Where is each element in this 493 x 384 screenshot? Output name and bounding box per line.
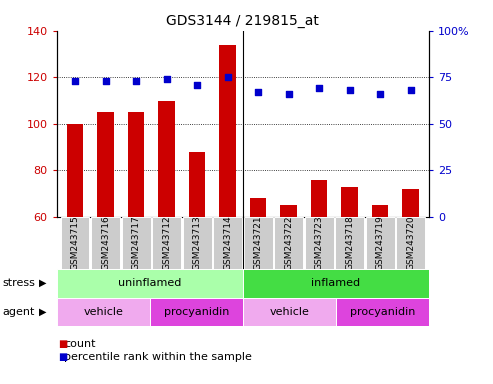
Text: uninflamed: uninflamed xyxy=(118,278,181,288)
Bar xyxy=(57,298,150,326)
Bar xyxy=(61,217,90,269)
Text: GSM243717: GSM243717 xyxy=(132,215,141,270)
Text: ■: ■ xyxy=(58,352,67,362)
Text: percentile rank within the sample: percentile rank within the sample xyxy=(64,352,252,362)
Bar xyxy=(311,180,327,357)
Text: inflamed: inflamed xyxy=(311,278,360,288)
Point xyxy=(102,78,109,84)
Bar xyxy=(280,205,297,357)
Text: vehicle: vehicle xyxy=(269,307,309,317)
Bar xyxy=(213,217,242,269)
Text: agent: agent xyxy=(2,307,35,317)
Point xyxy=(163,76,171,82)
Text: count: count xyxy=(64,339,96,349)
Bar xyxy=(57,269,243,298)
Bar xyxy=(335,217,364,269)
Text: GSM243716: GSM243716 xyxy=(101,215,110,270)
Text: GSM243718: GSM243718 xyxy=(345,215,354,270)
Point xyxy=(315,85,323,91)
Bar xyxy=(305,217,334,269)
Bar xyxy=(152,217,181,269)
Bar xyxy=(97,112,114,357)
Title: GDS3144 / 219815_at: GDS3144 / 219815_at xyxy=(166,14,319,28)
Bar xyxy=(341,187,358,357)
Bar xyxy=(243,269,429,298)
Text: GSM243712: GSM243712 xyxy=(162,215,171,270)
Text: GSM243715: GSM243715 xyxy=(70,215,79,270)
Point xyxy=(407,87,415,93)
Text: procyanidin: procyanidin xyxy=(350,307,415,317)
Bar xyxy=(158,101,175,357)
Text: GSM243719: GSM243719 xyxy=(376,215,385,270)
Text: ▶: ▶ xyxy=(39,278,47,288)
Bar xyxy=(182,217,211,269)
Bar xyxy=(189,152,206,357)
Point xyxy=(346,87,353,93)
Bar xyxy=(402,189,419,357)
Bar xyxy=(372,205,388,357)
Point xyxy=(132,78,140,84)
Text: GSM243714: GSM243714 xyxy=(223,215,232,270)
Bar xyxy=(366,217,394,269)
Point xyxy=(376,91,384,97)
Point xyxy=(224,74,232,80)
Bar xyxy=(150,298,243,326)
Text: stress: stress xyxy=(2,278,35,288)
Text: ▶: ▶ xyxy=(39,307,47,317)
Bar xyxy=(244,217,273,269)
Text: GSM243722: GSM243722 xyxy=(284,216,293,270)
Bar xyxy=(67,124,83,357)
Bar xyxy=(219,45,236,357)
Bar xyxy=(122,217,150,269)
Bar xyxy=(243,298,336,326)
Bar xyxy=(396,217,425,269)
Text: ■: ■ xyxy=(58,339,67,349)
Text: GSM243723: GSM243723 xyxy=(315,215,323,270)
Point xyxy=(71,78,79,84)
Bar xyxy=(128,112,144,357)
Point xyxy=(254,89,262,95)
Text: vehicle: vehicle xyxy=(83,307,123,317)
Bar xyxy=(91,217,120,269)
Bar xyxy=(336,298,429,326)
Point xyxy=(193,82,201,88)
Text: procyanidin: procyanidin xyxy=(164,307,229,317)
Bar xyxy=(249,199,266,357)
Text: GSM243721: GSM243721 xyxy=(253,215,263,270)
Text: GSM243713: GSM243713 xyxy=(193,215,202,270)
Bar xyxy=(274,217,303,269)
Point xyxy=(284,91,292,97)
Text: GSM243720: GSM243720 xyxy=(406,215,415,270)
